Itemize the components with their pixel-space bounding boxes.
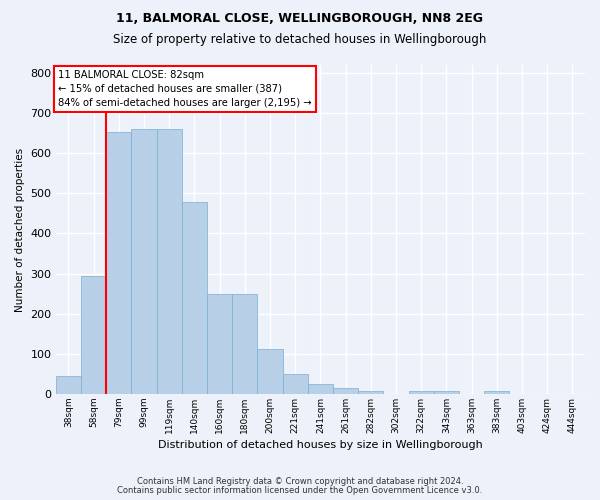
Text: Size of property relative to detached houses in Wellingborough: Size of property relative to detached ho… — [113, 32, 487, 46]
Text: Contains public sector information licensed under the Open Government Licence v3: Contains public sector information licen… — [118, 486, 482, 495]
Bar — [484, 392, 509, 394]
Bar — [106, 132, 131, 394]
Y-axis label: Number of detached properties: Number of detached properties — [15, 148, 25, 312]
Bar — [182, 202, 207, 394]
Text: Contains HM Land Registry data © Crown copyright and database right 2024.: Contains HM Land Registry data © Crown c… — [137, 477, 463, 486]
Bar — [232, 294, 257, 394]
Bar — [434, 390, 459, 394]
Bar — [157, 129, 182, 394]
X-axis label: Distribution of detached houses by size in Wellingborough: Distribution of detached houses by size … — [158, 440, 483, 450]
Bar — [283, 374, 308, 394]
Bar — [308, 384, 333, 394]
Bar — [81, 276, 106, 394]
Bar — [207, 294, 232, 394]
Text: 11, BALMORAL CLOSE, WELLINGBOROUGH, NN8 2EG: 11, BALMORAL CLOSE, WELLINGBOROUGH, NN8 … — [116, 12, 484, 26]
Bar — [56, 376, 81, 394]
Bar — [409, 390, 434, 394]
Bar — [333, 388, 358, 394]
Bar — [257, 348, 283, 394]
Bar — [131, 129, 157, 394]
Text: 11 BALMORAL CLOSE: 82sqm
← 15% of detached houses are smaller (387)
84% of semi-: 11 BALMORAL CLOSE: 82sqm ← 15% of detach… — [58, 70, 312, 108]
Bar — [358, 390, 383, 394]
